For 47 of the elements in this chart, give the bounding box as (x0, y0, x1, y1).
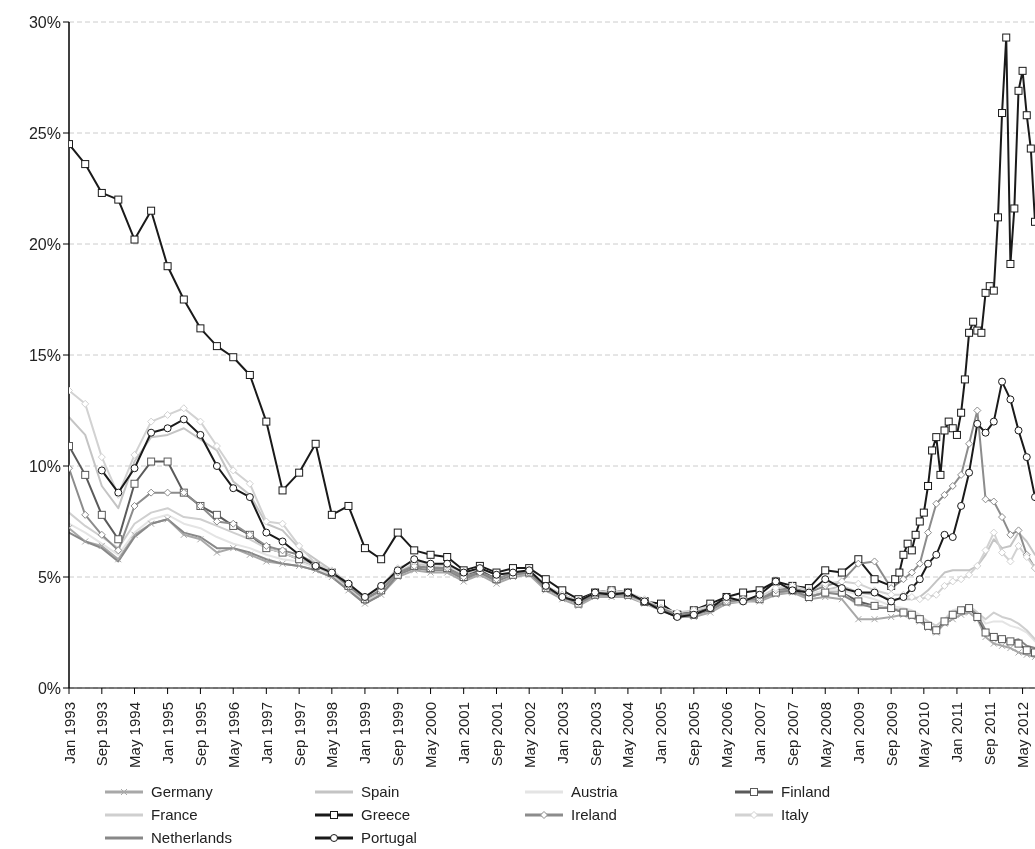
x-tick-label: Jan 2007 (751, 702, 769, 764)
x-tick-label: Jan 2001 (455, 702, 473, 764)
legend-label: Germany (151, 783, 213, 800)
legend-label: Netherlands (151, 829, 232, 846)
x-tick-label: Jan 1997 (257, 702, 275, 764)
x-tick-label: Sep 2007 (783, 702, 801, 767)
x-tick-label: May 2010 (915, 702, 933, 768)
y-tick-label: 15% (28, 346, 61, 364)
x-tick-label: Sep 1993 (93, 702, 111, 767)
y-tick-label: 0% (37, 679, 61, 697)
x-tick-label: May 2012 (1014, 702, 1032, 768)
x-tick-label: Sep 2005 (685, 702, 703, 767)
x-tick-label: Jan 2009 (849, 702, 867, 764)
x-tick-label: May 2000 (422, 702, 440, 768)
x-tick-label: Jan 2003 (553, 702, 571, 764)
x-tick-label: Sep 1997 (290, 702, 308, 767)
x-tick-label: May 1998 (323, 702, 341, 768)
legend-label: Finland (781, 783, 831, 800)
x-tick-label: Sep 1995 (191, 702, 209, 767)
x-tick-label: May 2008 (816, 702, 834, 768)
x-tick-label: Sep 2011 (981, 702, 999, 766)
x-tick-label: Sep 2001 (487, 702, 505, 767)
y-tick-label: 10% (28, 457, 61, 475)
x-tick-label: Sep 2003 (586, 702, 604, 767)
x-tick-label: Sep 1999 (389, 702, 407, 767)
x-tick-label: Jan 1995 (159, 702, 177, 764)
x-tick-label: May 2006 (718, 702, 736, 768)
x-tick-label: Jan 2011 (948, 702, 966, 763)
y-tick-label: 5% (37, 568, 61, 586)
y-tick-label: 30% (28, 13, 61, 31)
x-tick-label: May 1996 (224, 702, 242, 768)
legend-label: Ireland (571, 806, 617, 823)
legend-label: Greece (361, 806, 411, 823)
x-tick-label: Jan 1993 (60, 702, 78, 764)
x-tick-label: May 2002 (520, 702, 538, 768)
legend-label: Spain (361, 783, 400, 800)
y-tick-label: 25% (28, 124, 61, 142)
x-tick-label: May 2004 (619, 702, 637, 768)
legend-label: Italy (781, 806, 809, 823)
x-tick-label: Jan 1999 (356, 702, 374, 764)
x-tick-label: Jan 2005 (652, 702, 670, 764)
legend-label: Austria (571, 783, 618, 800)
legend-label: France (151, 806, 198, 823)
x-tick-label: May 1994 (126, 702, 144, 768)
x-tick-label: Sep 2009 (882, 702, 900, 767)
y-tick-label: 20% (28, 235, 61, 253)
legend-label: Portugal (361, 829, 417, 846)
